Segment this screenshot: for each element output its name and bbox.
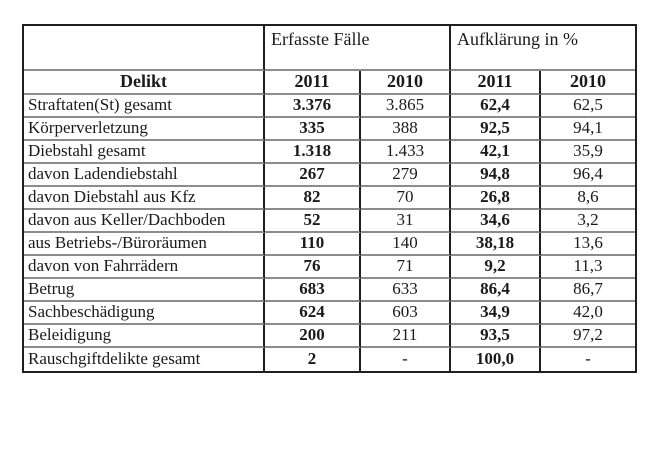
cases-group-header: Erfasste Fälle	[265, 26, 451, 71]
cases-2011-cell: 200	[265, 324, 361, 348]
clearance-2010-cell: 97,2	[541, 324, 635, 348]
delikt-cell: davon von Fahrrädern	[24, 255, 265, 279]
cases-2011-cell: 110	[265, 232, 361, 256]
table-row: davon aus Keller/Dachboden 52 31 34,6 3,2	[24, 209, 635, 233]
clearance-2011-cell: 94,8	[451, 163, 541, 187]
table-row: Beleidigung 200 211 93,5 97,2	[24, 324, 635, 348]
year-header-row: Delikt 2011 2010 2011 2010	[24, 71, 635, 95]
cases-2010-cell: 388	[361, 117, 451, 141]
clearance-2010-cell: 42,0	[541, 301, 635, 325]
clearance-2010-cell: -	[541, 347, 635, 371]
cases-2010-cell: 71	[361, 255, 451, 279]
clearance-2011-cell: 26,8	[451, 186, 541, 210]
cases-2011-cell: 3.376	[265, 94, 361, 118]
clearance-2011-cell: 38,18	[451, 232, 541, 256]
clearance-2011-cell: 86,4	[451, 278, 541, 302]
clearance-2010-cell: 35,9	[541, 140, 635, 164]
table-row: Körperverletzung 335 388 92,5 94,1	[24, 117, 635, 141]
table-row: davon von Fahrrädern 76 71 9,2 11,3	[24, 255, 635, 279]
cases-2011-cell: 335	[265, 117, 361, 141]
delikt-cell: Rauschgiftdelikte gesamt	[24, 347, 265, 371]
delikt-cell: Beleidigung	[24, 324, 265, 348]
cases-2011-column-header: 2011	[265, 71, 361, 95]
cases-2010-cell: 31	[361, 209, 451, 233]
delikt-column-header: Delikt	[24, 71, 265, 95]
clearance-2011-cell: 62,4	[451, 94, 541, 118]
clearance-2010-cell: 3,2	[541, 209, 635, 233]
clearance-2010-cell: 62,5	[541, 94, 635, 118]
delikt-cell: davon Diebstahl aus Kfz	[24, 186, 265, 210]
table-row: davon Ladendiebstahl 267 279 94,8 96,4	[24, 163, 635, 187]
table-row: aus Betriebs-/Büroräumen 110 140 38,18 13,6	[24, 232, 635, 256]
clearance-2011-cell: 34,9	[451, 301, 541, 325]
crime-statistics-table: Erfasste Fälle Aufklärung in % Delikt 20…	[22, 24, 637, 373]
cases-2010-cell: 3.865	[361, 94, 451, 118]
cases-2010-cell: 70	[361, 186, 451, 210]
delikt-cell: Sachbeschädigung	[24, 301, 265, 325]
delikt-cell: Körperverletzung	[24, 117, 265, 141]
cases-2010-column-header: 2010	[361, 71, 451, 95]
cases-2010-cell: 140	[361, 232, 451, 256]
cases-2011-cell: 52	[265, 209, 361, 233]
clearance-2010-cell: 94,1	[541, 117, 635, 141]
clearance-2011-cell: 100,0	[451, 347, 541, 371]
clearance-2010-cell: 8,6	[541, 186, 635, 210]
clearance-group-header: Aufklärung in %	[451, 26, 635, 71]
clearance-2011-cell: 93,5	[451, 324, 541, 348]
delikt-cell: davon Ladendiebstahl	[24, 163, 265, 187]
cases-2010-cell: 279	[361, 163, 451, 187]
cases-2011-cell: 624	[265, 301, 361, 325]
cases-2010-cell: -	[361, 347, 451, 371]
group-header-row: Erfasste Fälle Aufklärung in %	[24, 26, 635, 71]
delikt-cell: Diebstahl gesamt	[24, 140, 265, 164]
delikt-cell: Betrug	[24, 278, 265, 302]
clearance-2011-column-header: 2011	[451, 71, 541, 95]
clearance-2010-cell: 86,7	[541, 278, 635, 302]
cases-2011-cell: 1.318	[265, 140, 361, 164]
cases-2010-cell: 1.433	[361, 140, 451, 164]
table-row: davon Diebstahl aus Kfz 82 70 26,8 8,6	[24, 186, 635, 210]
cases-2011-cell: 82	[265, 186, 361, 210]
table-row: Betrug 683 633 86,4 86,7	[24, 278, 635, 302]
empty-corner-cell	[24, 26, 265, 71]
clearance-2011-cell: 42,1	[451, 140, 541, 164]
table-row: Straftaten(St) gesamt 3.376 3.865 62,4 62,5	[24, 94, 635, 118]
delikt-cell: aus Betriebs-/Büroräumen	[24, 232, 265, 256]
cases-2010-cell: 633	[361, 278, 451, 302]
table-row: Rauschgiftdelikte gesamt 2-100,0-	[24, 347, 635, 371]
cases-2010-cell: 603	[361, 301, 451, 325]
delikt-cell: davon aus Keller/Dachboden	[24, 209, 265, 233]
delikt-cell: Straftaten(St) gesamt	[24, 94, 265, 118]
table-row: Diebstahl gesamt 1.318 1.433 42,1 35,9	[24, 140, 635, 164]
cases-2011-cell: 76	[265, 255, 361, 279]
table-row: Sachbeschädigung 624 603 34,9 42,0	[24, 301, 635, 325]
clearance-2010-cell: 96,4	[541, 163, 635, 187]
cases-2010-cell: 211	[361, 324, 451, 348]
clearance-2011-cell: 92,5	[451, 117, 541, 141]
clearance-2011-cell: 9,2	[451, 255, 541, 279]
cases-2011-cell: 2	[265, 347, 361, 371]
clearance-2010-column-header: 2010	[541, 71, 635, 95]
cases-2011-cell: 683	[265, 278, 361, 302]
clearance-2010-cell: 13,6	[541, 232, 635, 256]
cases-2011-cell: 267	[265, 163, 361, 187]
clearance-2011-cell: 34,6	[451, 209, 541, 233]
clearance-2010-cell: 11,3	[541, 255, 635, 279]
